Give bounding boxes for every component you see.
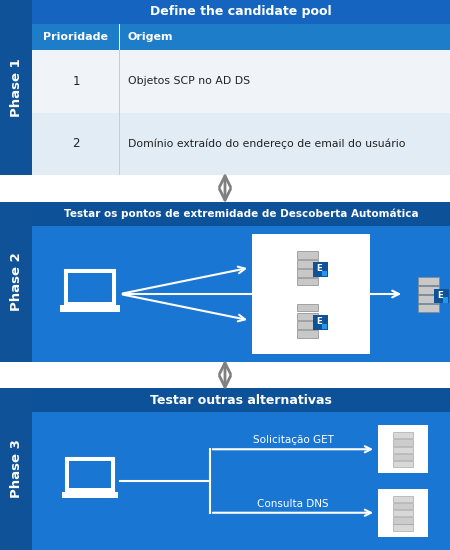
Text: Testar outras alternativas: Testar outras alternativas bbox=[150, 393, 332, 406]
Bar bbox=[0, 0, 32, 175]
Bar bbox=[313, 262, 328, 277]
Bar bbox=[68, 273, 112, 302]
Text: E: E bbox=[316, 265, 322, 273]
Text: Define the candidate pool: Define the candidate pool bbox=[150, 6, 332, 19]
Bar bbox=[418, 286, 438, 294]
Text: 2: 2 bbox=[72, 138, 80, 150]
Bar bbox=[418, 304, 438, 312]
Bar bbox=[392, 510, 414, 516]
Bar bbox=[392, 461, 414, 468]
Bar bbox=[392, 525, 414, 531]
Bar bbox=[297, 268, 318, 277]
Bar bbox=[297, 251, 318, 258]
Text: Testar os pontos de extremidade de Descoberta Automática: Testar os pontos de extremidade de Desco… bbox=[64, 209, 418, 219]
Text: Solicitação GET: Solicitação GET bbox=[252, 435, 333, 446]
Text: Domínio extraído do endereço de email do usuário: Domínio extraído do endereço de email do… bbox=[128, 139, 405, 149]
Bar bbox=[119, 50, 120, 113]
Bar bbox=[120, 50, 450, 113]
Bar bbox=[392, 447, 414, 453]
Bar bbox=[69, 461, 111, 488]
Bar bbox=[418, 295, 438, 303]
Bar bbox=[297, 304, 318, 311]
Bar bbox=[0, 388, 32, 550]
Bar bbox=[65, 270, 115, 305]
Bar bbox=[32, 388, 450, 412]
Bar bbox=[392, 432, 414, 438]
Bar bbox=[434, 289, 449, 304]
Bar bbox=[297, 278, 318, 285]
Bar bbox=[119, 24, 120, 50]
Bar bbox=[60, 305, 120, 312]
Bar bbox=[32, 0, 450, 175]
Bar bbox=[32, 50, 120, 113]
Bar bbox=[297, 331, 318, 338]
Bar bbox=[32, 113, 120, 175]
Bar bbox=[322, 271, 328, 276]
Text: 1: 1 bbox=[72, 75, 80, 88]
Bar bbox=[297, 260, 318, 268]
Bar bbox=[32, 202, 450, 226]
Bar bbox=[443, 297, 449, 302]
Text: Phase 2: Phase 2 bbox=[9, 252, 22, 311]
Text: Phase 1: Phase 1 bbox=[9, 58, 22, 117]
Bar bbox=[392, 454, 414, 460]
Bar bbox=[392, 517, 414, 524]
Bar bbox=[322, 323, 328, 329]
Text: Consulta DNS: Consulta DNS bbox=[257, 499, 329, 509]
Bar bbox=[32, 24, 120, 50]
Text: Prioridade: Prioridade bbox=[44, 32, 108, 42]
Text: E: E bbox=[437, 291, 443, 300]
Bar bbox=[252, 234, 370, 354]
Bar bbox=[120, 113, 450, 175]
Bar bbox=[297, 312, 318, 321]
Bar bbox=[378, 425, 428, 473]
Text: Objetos SCP no AD DS: Objetos SCP no AD DS bbox=[128, 76, 250, 86]
Bar bbox=[66, 458, 114, 492]
Bar bbox=[32, 202, 450, 362]
Text: Origem: Origem bbox=[128, 32, 174, 42]
Bar bbox=[32, 388, 450, 550]
Text: Phase 3: Phase 3 bbox=[9, 439, 22, 498]
Bar bbox=[313, 315, 328, 330]
Bar bbox=[62, 492, 118, 498]
Bar bbox=[418, 277, 438, 285]
Bar bbox=[0, 202, 32, 362]
Bar bbox=[119, 113, 120, 175]
Bar bbox=[120, 24, 450, 50]
Bar bbox=[392, 503, 414, 509]
Text: E: E bbox=[316, 317, 322, 326]
Bar bbox=[297, 321, 318, 329]
Bar bbox=[392, 439, 414, 446]
Bar bbox=[392, 496, 414, 502]
Bar bbox=[378, 489, 428, 537]
Bar bbox=[32, 0, 450, 24]
